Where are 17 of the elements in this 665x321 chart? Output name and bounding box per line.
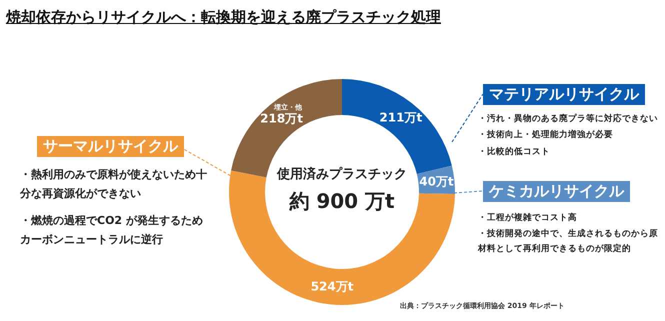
text: 約 900 万t: [288, 188, 396, 215]
data-label: 40万t: [419, 174, 454, 189]
text: 使用済みプラスチック: [277, 167, 407, 182]
slice-label: サーマルリサイクル: [37, 136, 184, 157]
text: ・比較的低コスト: [478, 146, 550, 157]
data-label: 524万t: [310, 279, 354, 294]
slice-label: ケミカルリサイクル: [483, 181, 630, 202]
text: ・技術開発の途中で、生成されるものから原材料として再利用できるものが限定的: [478, 229, 658, 254]
data-label: 211万t: [379, 110, 422, 124]
data-label: 218万t: [260, 112, 304, 126]
text: ・燃焼の過程でCO2 が発生するためカーボンニュートラルに逆行: [20, 214, 203, 246]
slice-label: マテリアルリサイクル: [483, 84, 645, 105]
text: ・技術向上・処理能力増強が必要: [478, 130, 613, 140]
text: ・工程が複雑でコスト高: [478, 213, 577, 223]
chart-title: 焼却依存からリサイクルへ：転換期を迎える廃プラスチック処理: [6, 8, 441, 27]
text: ・熱利用のみで原料が使えないため十分な再資源化ができない: [20, 168, 207, 200]
text: ・汚れ・異物のある廃プラ等に対応できない: [478, 114, 658, 124]
